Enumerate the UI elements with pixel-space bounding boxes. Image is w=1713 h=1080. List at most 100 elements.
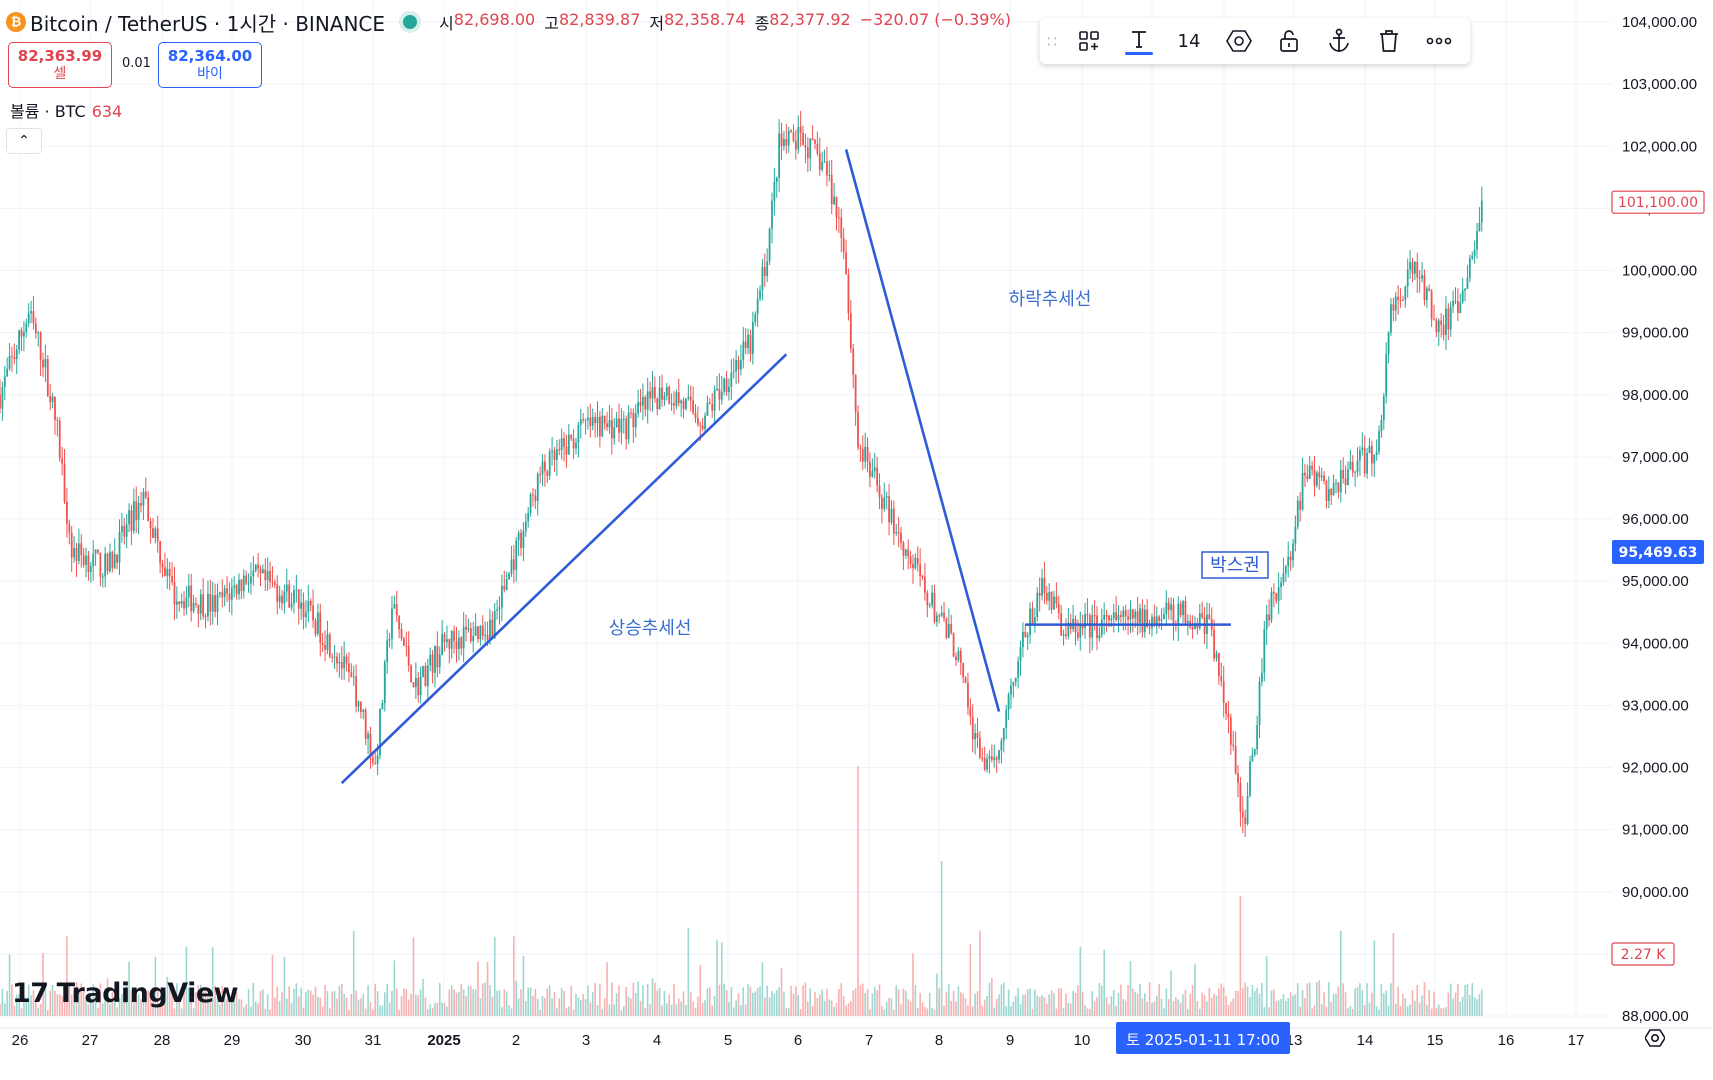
volume-bar <box>474 989 477 1016</box>
volume-bar <box>668 994 670 1016</box>
candle-body <box>876 467 879 486</box>
text-tool-icon[interactable] <box>1114 18 1164 64</box>
volume-bar <box>135 992 138 1016</box>
candle-body <box>166 568 169 576</box>
candle-body <box>1430 291 1433 320</box>
candle-body <box>787 130 790 146</box>
candle-body <box>410 665 412 683</box>
volume-bar <box>13 1005 16 1016</box>
drawing-line-0 <box>340 353 788 784</box>
candle-body <box>1301 472 1304 510</box>
volume-bar <box>1098 983 1101 1016</box>
volume-bar <box>1139 983 1141 1016</box>
drag-handle-icon[interactable]: ∷ <box>1046 31 1058 51</box>
price-label-101100 <box>1611 190 1705 214</box>
candle-body <box>125 524 128 537</box>
candle-body <box>835 196 838 218</box>
sell-button[interactable]: 82,363.99 셀 <box>8 42 112 88</box>
candle-body <box>1299 500 1302 510</box>
volume-bar <box>395 988 398 1016</box>
collapse-legend-button[interactable]: ⌃ <box>6 128 42 154</box>
volume-bar <box>448 989 451 1016</box>
volume-bar <box>1074 992 1077 1016</box>
candle-body <box>462 626 465 649</box>
candle-body <box>357 701 360 707</box>
candle-body <box>804 145 807 148</box>
candle-body <box>369 733 372 758</box>
volume-bar <box>699 964 702 1016</box>
candle-body <box>281 595 283 604</box>
candle-body <box>1005 709 1008 729</box>
volume-bar <box>259 990 262 1016</box>
volume-bar <box>1469 995 1471 1016</box>
candle-body <box>1382 396 1385 420</box>
candle-body <box>861 448 864 462</box>
buy-button[interactable]: 82,364.00 바이 <box>158 42 262 88</box>
settings-hexagon-icon[interactable] <box>1214 18 1264 64</box>
candle-body <box>352 676 355 678</box>
candle-body <box>1151 616 1153 629</box>
candle-body <box>376 755 379 765</box>
volume-bar <box>1292 995 1294 1016</box>
x-tick-label: 10 <box>1074 1032 1091 1049</box>
candle-body <box>426 665 429 686</box>
candle-body <box>976 732 979 738</box>
volume-bar <box>618 985 620 1016</box>
candle-body <box>1292 543 1294 561</box>
anchor-icon[interactable] <box>1314 18 1364 64</box>
candle-body <box>615 418 618 428</box>
volume-bar <box>121 993 123 1016</box>
candle-body <box>799 126 802 133</box>
candle-body <box>218 592 221 595</box>
candle-body <box>711 404 714 411</box>
volume-bar <box>441 1002 443 1016</box>
volume-bar <box>90 997 92 1016</box>
candle-body <box>434 645 436 673</box>
candle-body <box>42 359 44 368</box>
volume-bar <box>1378 1009 1380 1016</box>
candle-body <box>952 632 955 657</box>
volume-bar <box>1201 992 1203 1016</box>
volume-bar <box>1339 930 1342 1016</box>
volume-bar <box>462 989 465 1016</box>
volume-bar <box>1194 964 1196 1016</box>
volume-bar <box>140 998 142 1016</box>
symbol-title[interactable]: Bitcoin / TetherUS · 1시간 · BINANCE <box>30 11 386 36</box>
y-tick-label: 90,000.00 <box>1622 884 1689 901</box>
volume-bar <box>393 960 396 1016</box>
candle-body <box>446 639 448 643</box>
font-size-button[interactable]: 14 <box>1177 30 1201 52</box>
volume-legend[interactable]: 볼륨 · BTC 634 <box>10 98 122 122</box>
volume-bar <box>895 985 898 1016</box>
symbol-header[interactable]: ₿ Bitcoin / TetherUS · 1시간 · BINANCE 시 82… <box>6 6 1020 38</box>
candle-body <box>1356 460 1359 472</box>
trash-icon[interactable] <box>1364 18 1414 64</box>
axis-settings-icon[interactable] <box>1645 1028 1665 1048</box>
volume-bar <box>1024 994 1027 1016</box>
x-tick-label: 2025 <box>427 1032 460 1049</box>
volume-bar <box>118 997 121 1016</box>
volume-bar <box>532 995 534 1016</box>
candle-body <box>400 629 403 639</box>
volume-bar <box>1478 994 1481 1016</box>
candle-body <box>1031 608 1034 624</box>
volume-bar <box>338 986 341 1016</box>
candle-body <box>1241 811 1244 818</box>
unlock-icon[interactable] <box>1264 18 1314 64</box>
candle-body <box>1062 634 1065 636</box>
candle-body <box>983 757 986 770</box>
volume-bar <box>1466 984 1469 1016</box>
candle-body <box>32 311 35 324</box>
tradingview-watermark[interactable]: 17 TradingView <box>12 978 239 1009</box>
volume-bar <box>1476 999 1478 1016</box>
candle-body <box>696 418 699 425</box>
add-layout-icon[interactable] <box>1064 18 1114 64</box>
volume-bar <box>857 766 859 1016</box>
volume-bar <box>352 930 355 1016</box>
candle-body <box>1218 653 1220 677</box>
more-icon[interactable] <box>1414 18 1464 64</box>
volume-bar <box>993 1007 996 1016</box>
volume-bars <box>0 766 1483 1016</box>
volume-bar <box>1003 982 1005 1016</box>
